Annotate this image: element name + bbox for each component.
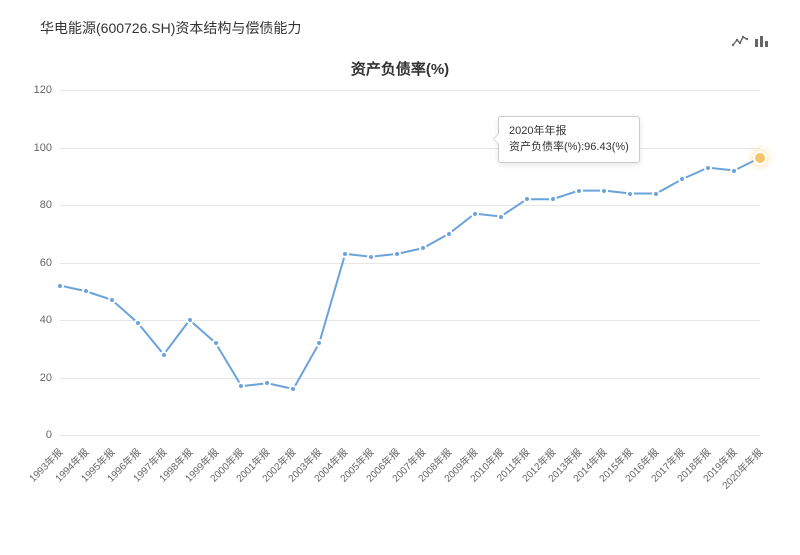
data-point[interactable] [575,187,583,195]
tooltip: 2020年年报资产负债率(%):96.43(%) [498,116,640,163]
data-point[interactable] [341,250,349,258]
gridline [60,263,760,264]
tooltip-line-1: 2020年年报 [509,123,629,140]
gridline [60,435,760,436]
chart-type-toolbar [732,34,770,48]
data-point[interactable] [315,339,323,347]
gridline [60,90,760,91]
data-point[interactable] [212,339,220,347]
data-point[interactable] [393,250,401,258]
page-title: 华电能源(600726.SH)资本结构与偿债能力 [40,18,800,38]
y-tick-label: 0 [12,429,52,441]
data-point[interactable] [652,190,660,198]
gridline [60,148,760,149]
data-point[interactable] [497,213,505,221]
y-tick-label: 20 [12,372,52,384]
data-point[interactable] [626,190,634,198]
gridline [60,205,760,206]
data-point[interactable] [523,195,531,203]
data-point[interactable] [160,351,168,359]
y-tick-label: 80 [12,199,52,211]
y-tick-label: 60 [12,257,52,269]
data-point[interactable] [263,379,271,387]
data-point[interactable] [471,210,479,218]
gridline [60,320,760,321]
data-point[interactable] [600,187,608,195]
chart-area: 资产负债率(%) 0204060801001201993年报1994年报1995… [0,50,800,555]
gridline [60,378,760,379]
data-point[interactable] [56,282,64,290]
data-point[interactable] [678,175,686,183]
data-point[interactable] [186,316,194,324]
data-point[interactable] [82,287,90,295]
data-point[interactable] [549,195,557,203]
y-tick-label: 100 [12,142,52,154]
data-point[interactable] [237,382,245,390]
tooltip-line-2: 资产负债率(%):96.43(%) [509,139,629,156]
data-point[interactable] [134,319,142,327]
y-tick-label: 120 [12,84,52,96]
chart-title: 资产负债率(%) [0,50,800,79]
data-point[interactable] [419,244,427,252]
y-tick-label: 40 [12,314,52,326]
plot-region: 0204060801001201993年报1994年报1995年报1996年报1… [60,90,760,435]
bar-chart-icon[interactable] [754,34,770,48]
data-point[interactable] [289,385,297,393]
data-point-highlight[interactable] [753,151,767,165]
data-point[interactable] [367,253,375,261]
data-point[interactable] [445,230,453,238]
data-point[interactable] [704,164,712,172]
data-point[interactable] [730,167,738,175]
line-chart-icon[interactable] [732,34,748,48]
data-point[interactable] [108,296,116,304]
header: 华电能源(600726.SH)资本结构与偿债能力 [0,0,800,38]
